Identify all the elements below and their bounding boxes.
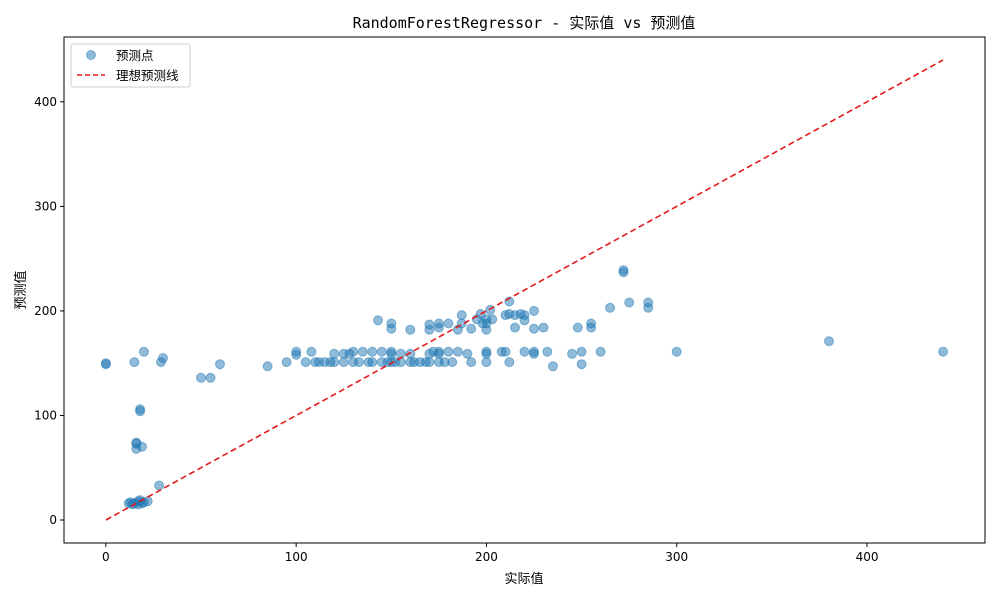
data-point-84 bbox=[462, 348, 473, 359]
plot-area bbox=[100, 59, 949, 521]
data-point-79 bbox=[447, 357, 458, 368]
data-point-101 bbox=[504, 357, 515, 368]
x-tick-label-400: 400 bbox=[856, 550, 879, 564]
data-point-111 bbox=[529, 346, 539, 357]
data-point-61 bbox=[405, 348, 416, 359]
data-point-66 bbox=[424, 357, 435, 368]
data-point-104 bbox=[510, 322, 520, 333]
data-point-1 bbox=[100, 358, 111, 369]
data-point-132 bbox=[938, 346, 949, 357]
data-point-73 bbox=[433, 346, 444, 357]
data-point-54 bbox=[386, 346, 397, 357]
data-point-113 bbox=[529, 305, 539, 316]
data-point-116 bbox=[548, 361, 558, 372]
data-point-30 bbox=[300, 357, 311, 368]
y-tick-label-0: 0 bbox=[49, 513, 57, 527]
x-axis: 0 100 200 300 400 bbox=[102, 543, 878, 564]
data-point-120 bbox=[576, 346, 587, 357]
data-point-24 bbox=[205, 372, 216, 383]
legend-marker-points bbox=[86, 50, 96, 60]
data-point-97 bbox=[487, 314, 498, 325]
data-point-75 bbox=[433, 318, 444, 329]
data-point-123 bbox=[595, 346, 606, 357]
legend: 预测点 理想预测线 bbox=[70, 43, 191, 88]
data-point-77 bbox=[443, 346, 454, 357]
data-point-122 bbox=[586, 318, 597, 329]
data-point-44 bbox=[357, 346, 368, 357]
data-point-26 bbox=[262, 361, 273, 372]
x-tick-label-0: 0 bbox=[102, 550, 110, 564]
data-point-14 bbox=[135, 406, 146, 417]
legend-label-ideal-line: 理想预测线 bbox=[116, 68, 179, 83]
data-point-36 bbox=[329, 357, 340, 368]
data-point-107 bbox=[519, 346, 530, 357]
data-point-42 bbox=[348, 346, 359, 357]
y-tick-label-400: 400 bbox=[34, 95, 57, 109]
data-point-114 bbox=[538, 322, 549, 333]
x-tick-label-100: 100 bbox=[285, 550, 308, 564]
legend-label-points: 预测点 bbox=[116, 48, 154, 63]
data-point-46 bbox=[367, 357, 378, 368]
data-point-22 bbox=[158, 353, 168, 363]
data-point-6 bbox=[129, 357, 140, 368]
x-axis-title: 实际值 bbox=[504, 571, 543, 587]
data-point-29 bbox=[291, 346, 302, 357]
data-point-129 bbox=[643, 297, 654, 308]
data-point-69 bbox=[424, 319, 435, 330]
data-point-62 bbox=[405, 324, 416, 335]
data-point-118 bbox=[572, 322, 583, 333]
legend-box bbox=[70, 43, 191, 88]
data-point-48 bbox=[373, 315, 383, 326]
data-point-117 bbox=[567, 348, 578, 359]
data-point-38 bbox=[338, 357, 349, 368]
data-point-83 bbox=[456, 310, 467, 321]
data-point-25 bbox=[215, 359, 225, 370]
data-point-90 bbox=[481, 357, 492, 368]
y-tick-label-100: 100 bbox=[34, 408, 57, 422]
data-point-126 bbox=[618, 265, 629, 276]
plot-frame bbox=[63, 36, 986, 544]
x-tick-label-200: 200 bbox=[475, 550, 498, 564]
y-tick-label-200: 200 bbox=[34, 304, 57, 318]
x-tick-label-300: 300 bbox=[665, 550, 688, 564]
data-point-124 bbox=[605, 302, 616, 313]
data-point-92 bbox=[481, 346, 492, 357]
chart-title: RandomForestRegressor - 实际值 vs 预测值 bbox=[353, 14, 696, 32]
data-point-16 bbox=[137, 441, 147, 452]
data-point-37 bbox=[329, 348, 340, 359]
data-point-59 bbox=[395, 348, 406, 359]
data-point-115 bbox=[542, 346, 553, 357]
data-point-127 bbox=[624, 297, 635, 308]
data-point-23 bbox=[196, 372, 206, 383]
data-point-56 bbox=[386, 318, 397, 329]
data-point-78 bbox=[443, 318, 454, 329]
data-point-99 bbox=[500, 346, 511, 357]
data-point-80 bbox=[452, 346, 463, 357]
data-point-43 bbox=[353, 357, 364, 368]
data-point-130 bbox=[671, 346, 682, 357]
data-point-27 bbox=[281, 357, 292, 368]
data-point-20 bbox=[154, 480, 165, 491]
data-point-50 bbox=[376, 346, 387, 357]
data-point-47 bbox=[367, 346, 378, 357]
data-point-85 bbox=[466, 357, 477, 368]
y-tick-label-300: 300 bbox=[34, 199, 57, 213]
data-point-86 bbox=[466, 323, 477, 334]
y-axis: 0 100 200 300 400 bbox=[34, 95, 64, 527]
data-point-31 bbox=[306, 346, 317, 357]
data-point-119 bbox=[576, 359, 587, 370]
data-point-112 bbox=[529, 323, 539, 334]
data-point-131 bbox=[824, 336, 834, 347]
y-axis-title: 预测值 bbox=[13, 270, 29, 309]
data-point-109 bbox=[519, 310, 530, 321]
ideal-prediction-line bbox=[105, 59, 944, 521]
data-point-18 bbox=[138, 346, 149, 357]
data-point-19 bbox=[142, 496, 153, 507]
